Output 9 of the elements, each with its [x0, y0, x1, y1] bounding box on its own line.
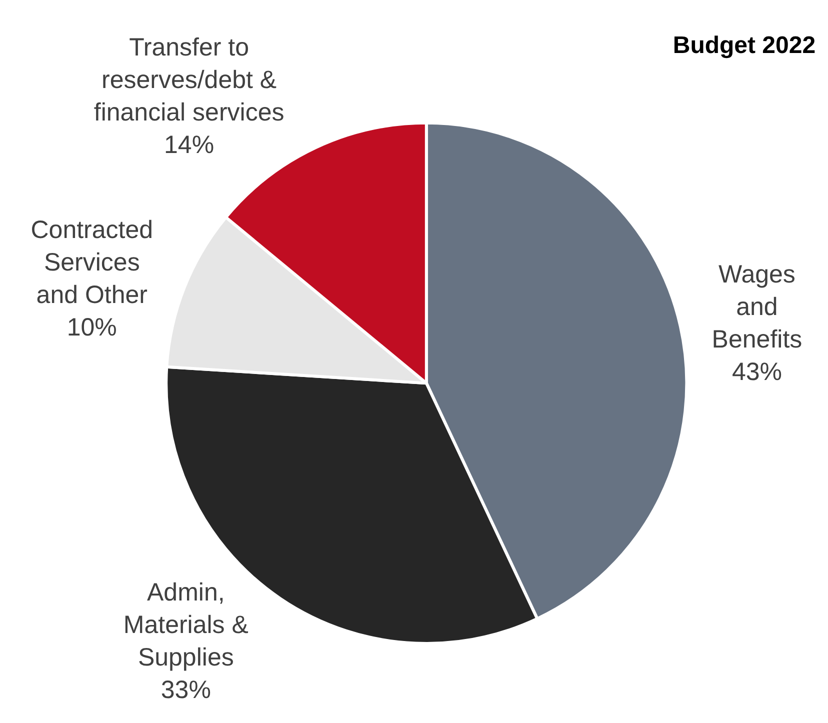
data-label: 43% — [732, 358, 782, 386]
chart-title: Budget 2022 — [672, 32, 816, 59]
slice-label: Admin, Materials & Supplies — [123, 578, 249, 672]
data-label: 14% — [164, 131, 214, 160]
slice-label: Contracted Services and Other — [30, 216, 154, 310]
slice-label: Transfer to reserves/debt & financial services — [94, 34, 284, 127]
slice-label: Wages and Benefits — [712, 260, 802, 354]
data-label: 33% — [160, 676, 211, 704]
data-label: 10% — [66, 314, 117, 342]
